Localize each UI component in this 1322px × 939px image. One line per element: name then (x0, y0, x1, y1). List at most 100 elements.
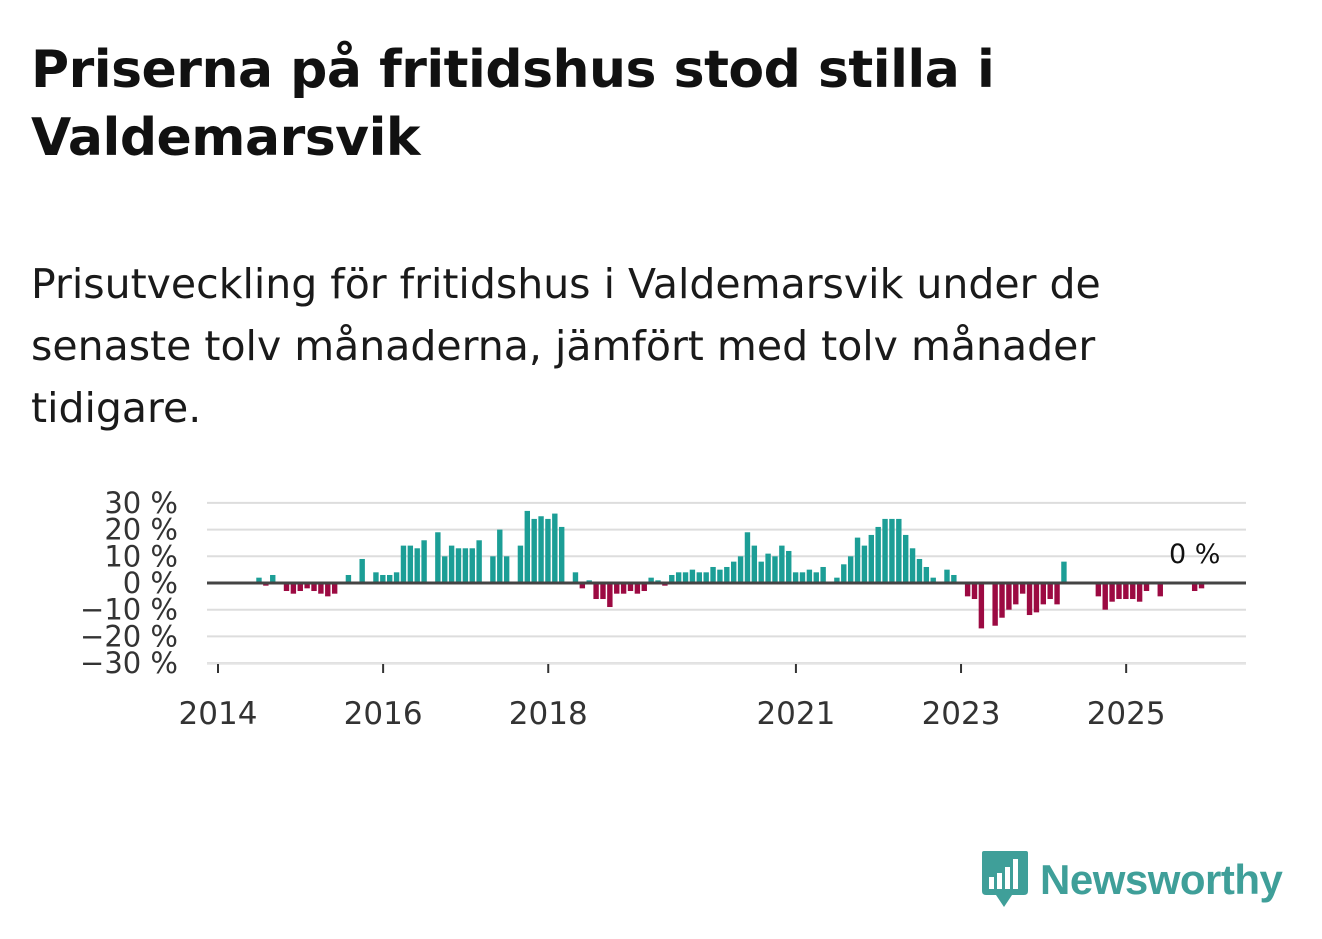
bar (1013, 583, 1019, 605)
bars (256, 510, 1205, 629)
bar (1123, 583, 1129, 600)
bar (703, 572, 709, 583)
bar (517, 545, 524, 583)
bar (717, 569, 723, 583)
bar (689, 569, 696, 583)
bar (779, 545, 785, 583)
bar (380, 574, 386, 583)
bar (1116, 583, 1122, 600)
bar (393, 572, 400, 583)
bar (737, 556, 744, 583)
bar (868, 534, 874, 583)
bar (1019, 583, 1026, 594)
bar (765, 553, 771, 583)
bar (1191, 583, 1198, 592)
newsworthy-logo: Newsworthy (980, 848, 1283, 912)
bar (572, 572, 579, 583)
bar (1095, 583, 1102, 597)
bar (731, 561, 737, 583)
bar (992, 583, 998, 626)
bar (476, 540, 482, 583)
bar (545, 518, 551, 583)
bar (414, 548, 420, 583)
bar (724, 566, 730, 583)
bar (648, 577, 654, 583)
bar (641, 583, 647, 592)
bar (311, 583, 317, 592)
bar (1040, 583, 1046, 605)
y-tick-label: 0 % (123, 566, 178, 600)
bar (882, 518, 888, 583)
bar (847, 556, 854, 583)
bar (400, 545, 407, 583)
y-tick-label: −20 % (80, 619, 178, 653)
x-tick-label: 2025 (1087, 696, 1166, 732)
x-tick-label: 2016 (344, 696, 423, 732)
bar (503, 556, 510, 583)
y-tick-label: 30 % (104, 486, 178, 520)
bar (531, 518, 537, 583)
bar (462, 548, 469, 583)
bar (614, 583, 620, 594)
bar (497, 529, 503, 583)
bar (270, 574, 276, 583)
bar (669, 574, 675, 583)
bar (696, 572, 702, 583)
bar (559, 526, 565, 583)
bar (820, 566, 826, 583)
bar (538, 516, 544, 583)
bar (469, 548, 475, 583)
bar (290, 583, 297, 594)
bar (1157, 583, 1163, 597)
bar (813, 572, 819, 583)
bar (951, 574, 957, 583)
bar (1102, 583, 1108, 610)
y-axis-labels: 30 %20 %10 %0 %−10 %−20 %−30 % (80, 486, 178, 680)
bar (971, 583, 978, 600)
bar (345, 574, 352, 583)
grid-lines (207, 501, 1246, 665)
bar (923, 566, 930, 583)
bar (930, 577, 936, 583)
bar (1033, 583, 1040, 613)
bar (1054, 583, 1060, 605)
bar (1130, 583, 1136, 600)
bar (593, 583, 599, 600)
x-axis: 2014 2016 2018 2021 2023 2025 (179, 663, 1246, 732)
bar (889, 518, 895, 583)
bar (552, 513, 558, 583)
bar (792, 572, 799, 583)
bar (909, 548, 916, 583)
newsworthy-logo-icon (982, 851, 1028, 907)
y-tick-label: −30 % (80, 646, 178, 680)
chart-title: Priserna på fritidshus stod stilla i Val… (31, 40, 995, 168)
bar (455, 548, 462, 583)
bar (841, 564, 847, 583)
bar-chart: 30 %20 %10 %0 %−10 %−20 %−30 % 2014 2016 2… (80, 486, 1246, 732)
bar (903, 534, 909, 583)
chart-subtitle: Prisutveckling för fritidshus i Valdemar… (31, 260, 1101, 432)
bar (799, 572, 806, 583)
bar (579, 583, 586, 589)
bar (620, 583, 627, 594)
bar (318, 583, 324, 594)
bar (916, 558, 923, 583)
bar (1198, 583, 1205, 589)
y-tick-label: −10 % (80, 593, 178, 627)
bar (964, 583, 971, 597)
bar (634, 583, 641, 594)
bar (861, 545, 868, 583)
bar (854, 537, 861, 583)
y-tick-label: 10 % (104, 539, 178, 573)
y-tick-label: 20 % (104, 513, 178, 547)
bar (442, 556, 448, 583)
bar (772, 556, 778, 583)
bar (751, 545, 758, 583)
bar (999, 583, 1005, 618)
bar (359, 558, 365, 583)
bar (1136, 583, 1143, 602)
newsworthy-logo-text: Newsworthy (1040, 856, 1283, 903)
bar (600, 583, 606, 600)
bar (1047, 583, 1053, 600)
bar (710, 566, 716, 583)
